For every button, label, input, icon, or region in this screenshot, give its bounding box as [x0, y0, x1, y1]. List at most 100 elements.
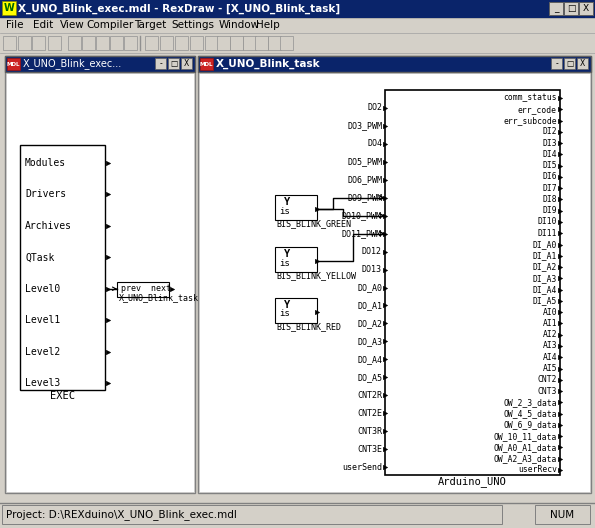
Bar — [200, 58, 213, 70]
Text: DI10: DI10 — [537, 218, 557, 227]
Bar — [577, 58, 588, 69]
Bar — [168, 58, 179, 69]
Text: is: is — [280, 309, 290, 318]
Text: Level2: Level2 — [25, 346, 60, 356]
Text: DI_A5: DI_A5 — [533, 296, 557, 305]
Bar — [205, 36, 218, 50]
Bar — [255, 36, 268, 50]
Bar — [535, 505, 590, 524]
Text: X_UNO_Blink_exec.mdl - RexDraw - [X_UNO_Blink_task]: X_UNO_Blink_exec.mdl - RexDraw - [X_UNO_… — [18, 4, 340, 14]
Bar — [0, 53, 595, 508]
Text: QTask: QTask — [25, 252, 54, 262]
Text: DO_A5: DO_A5 — [357, 373, 382, 382]
Text: DI_A1: DI_A1 — [533, 251, 557, 260]
Bar — [3, 36, 16, 50]
Text: □: □ — [567, 4, 575, 13]
Bar — [385, 90, 560, 475]
Text: DO_A3: DO_A3 — [357, 337, 382, 346]
Text: Settings: Settings — [171, 21, 214, 31]
Text: DI6: DI6 — [543, 173, 557, 182]
Text: BIS_BLINK_GREEN: BIS_BLINK_GREEN — [276, 220, 351, 229]
Text: prev  next: prev next — [121, 284, 171, 293]
Text: OW_6_9_data: OW_6_9_data — [503, 420, 557, 429]
Text: CNT2R: CNT2R — [357, 391, 382, 400]
Bar — [0, 503, 595, 528]
Text: DI_A2: DI_A2 — [533, 262, 557, 271]
Bar — [68, 36, 81, 50]
Text: Y: Y — [284, 249, 290, 259]
Text: AI2: AI2 — [543, 330, 557, 339]
Text: Compiler: Compiler — [86, 21, 134, 31]
Text: Drivers: Drivers — [25, 190, 66, 200]
Text: X: X — [583, 4, 589, 13]
Bar — [48, 36, 61, 50]
Text: NUM: NUM — [550, 510, 574, 520]
Text: Y: Y — [284, 300, 290, 310]
Text: MDL: MDL — [200, 61, 213, 67]
Text: DI_A4: DI_A4 — [533, 285, 557, 294]
Bar — [275, 195, 317, 220]
Bar — [268, 36, 281, 50]
Bar — [0, 18, 595, 33]
Text: DI3: DI3 — [543, 138, 557, 148]
Text: AI5: AI5 — [543, 364, 557, 373]
Text: is: is — [280, 206, 290, 215]
Text: Project: D:\REXduino\X_UNO_Blink_exec.mdl: Project: D:\REXduino\X_UNO_Blink_exec.md… — [6, 509, 237, 520]
Text: □: □ — [170, 59, 177, 68]
Text: DI2: DI2 — [543, 127, 557, 136]
Text: Level0: Level0 — [25, 284, 60, 294]
Text: DO11_PWM: DO11_PWM — [342, 229, 382, 238]
Text: CNT3: CNT3 — [537, 386, 557, 395]
Text: View: View — [60, 21, 84, 31]
Bar — [551, 58, 562, 69]
Text: DO2: DO2 — [367, 103, 382, 112]
Bar — [5, 56, 195, 493]
Text: DO10_PWM: DO10_PWM — [342, 211, 382, 220]
Bar — [181, 58, 192, 69]
Text: □: □ — [566, 59, 573, 68]
Text: Modules: Modules — [25, 158, 66, 168]
Bar — [275, 298, 317, 323]
Bar — [5, 56, 195, 72]
Text: DI5: DI5 — [543, 161, 557, 170]
Text: X_UNO_Blink_exec...: X_UNO_Blink_exec... — [23, 59, 122, 70]
Bar — [117, 282, 169, 297]
Bar — [217, 36, 230, 50]
Text: _: _ — [554, 4, 558, 13]
Text: Level1: Level1 — [25, 315, 60, 325]
Text: Archives: Archives — [25, 221, 72, 231]
Text: DO12: DO12 — [362, 247, 382, 256]
Text: DI9: DI9 — [543, 206, 557, 215]
Bar — [243, 36, 256, 50]
Text: DO9_PWM: DO9_PWM — [347, 193, 382, 202]
Bar — [160, 36, 173, 50]
Text: DO3_PWM: DO3_PWM — [347, 121, 382, 130]
Bar — [175, 36, 188, 50]
Text: is: is — [280, 259, 290, 268]
Text: DI8: DI8 — [543, 195, 557, 204]
Bar — [564, 2, 578, 15]
Text: DI_A3: DI_A3 — [533, 274, 557, 283]
Text: DI11: DI11 — [537, 229, 557, 238]
Text: DO4: DO4 — [367, 139, 382, 148]
Bar — [6, 73, 194, 492]
Bar — [579, 2, 593, 15]
Text: AI0: AI0 — [543, 308, 557, 317]
Text: DO_A2: DO_A2 — [357, 319, 382, 328]
Bar — [7, 58, 20, 70]
Bar — [230, 36, 243, 50]
Bar — [32, 36, 45, 50]
Text: CNT3E: CNT3E — [357, 445, 382, 454]
Text: AI3: AI3 — [543, 342, 557, 351]
Bar — [198, 56, 591, 72]
Bar — [155, 58, 166, 69]
Bar — [110, 36, 123, 50]
Text: X: X — [580, 59, 585, 68]
Text: BIS_BLINK_RED: BIS_BLINK_RED — [276, 323, 341, 332]
Bar — [96, 36, 109, 50]
Text: Target: Target — [134, 21, 166, 31]
Text: CNT3R: CNT3R — [357, 427, 382, 436]
Bar — [190, 36, 203, 50]
Bar — [0, 0, 595, 18]
Text: DO6_PWM: DO6_PWM — [347, 175, 382, 184]
